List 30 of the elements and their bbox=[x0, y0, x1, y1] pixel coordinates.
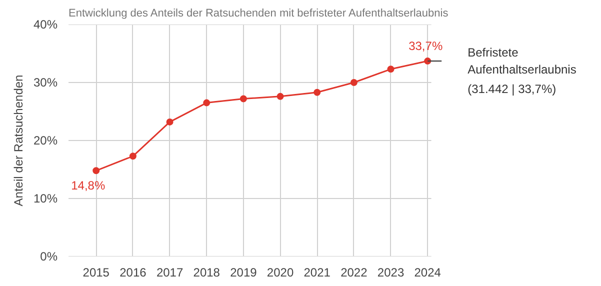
y-tick-label: 0% bbox=[40, 250, 58, 264]
point bbox=[314, 88, 321, 96]
x-tick-label: 2021 bbox=[304, 266, 331, 280]
y-axis-title: Anteil der Ratsuchenden bbox=[11, 74, 26, 206]
y-tick-label: 10% bbox=[33, 192, 58, 206]
point bbox=[387, 66, 394, 73]
data-label: 33,7% bbox=[408, 39, 443, 54]
x-tick-label: 2017 bbox=[156, 266, 184, 280]
data-label: 14,8% bbox=[71, 178, 106, 193]
point bbox=[92, 167, 100, 174]
x-tick-label: 2022 bbox=[340, 266, 368, 280]
point bbox=[129, 152, 136, 160]
text: (31.442 | 33,7%) bbox=[468, 82, 556, 96]
chart-title: Entwicklung des Anteils der Ratsuchenden mit befristeter Aufenthaltserlaubnis bbox=[68, 8, 449, 20]
x-tick-label: 2018 bbox=[193, 266, 220, 280]
x-tick-label: 2023 bbox=[377, 266, 404, 280]
x-tick-label: 2015 bbox=[82, 266, 110, 280]
point bbox=[166, 118, 174, 126]
x-tick-label: 2020 bbox=[266, 266, 294, 280]
point bbox=[240, 95, 247, 102]
point bbox=[350, 79, 358, 86]
point bbox=[276, 92, 284, 100]
y-tick-label: 40% bbox=[33, 18, 58, 32]
y-tick-label: 20% bbox=[33, 134, 58, 148]
x-tick-label: 2024 bbox=[414, 266, 442, 280]
x-tick-label: 2016 bbox=[120, 266, 147, 280]
point bbox=[203, 99, 210, 106]
x-tick-label: 2019 bbox=[230, 266, 258, 280]
text: Befristete Aufenthaltserlaubnis bbox=[468, 46, 576, 76]
y-tick-label: 30% bbox=[33, 76, 58, 90]
